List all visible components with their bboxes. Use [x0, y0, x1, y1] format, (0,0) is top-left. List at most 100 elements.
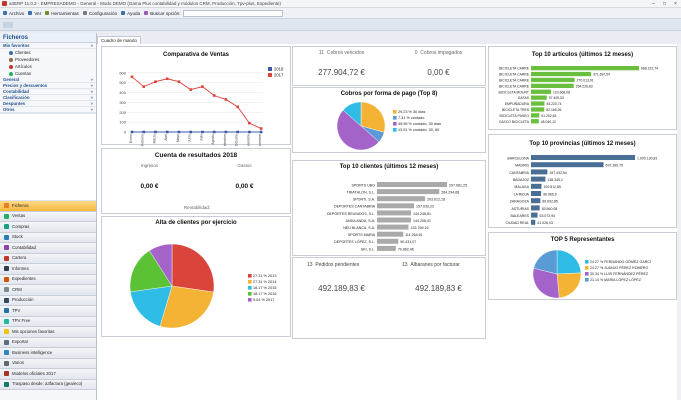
- section-label: Contabilidad: [3, 89, 30, 94]
- expense-value: 0,00 €: [235, 183, 254, 190]
- bar-category-label: ASTURIAS: [511, 207, 529, 211]
- data-point: [189, 130, 192, 134]
- module-button[interactable]: Varios: [0, 358, 96, 369]
- legend-label: 27.31 % 2013: [253, 274, 276, 278]
- sidebar-item-artículos[interactable]: Artículos: [0, 63, 96, 70]
- bar-category-label: DEPORTES LÓPEZ, S.L.: [334, 239, 375, 244]
- bar-value-label: 1.000.130,81: [637, 156, 657, 160]
- x-tick-label: Septiembre: [223, 134, 227, 146]
- menu-label: Archivo: [9, 10, 25, 16]
- legend-label: 18.17 % 2016: [253, 292, 276, 296]
- sidebar-section-otros[interactable]: Otros ˅: [0, 107, 96, 113]
- bar-value-label: 97.405,03: [549, 96, 564, 100]
- bar-category-label: MADRID: [515, 164, 529, 168]
- module-button[interactable]: Contabilidad: [0, 243, 96, 254]
- module-label: Cartera: [12, 255, 27, 261]
- module-icon: [4, 203, 9, 209]
- module-button[interactable]: Modelos oficiales 2017: [0, 369, 96, 380]
- bar-value-label: 83.220,74: [546, 102, 561, 106]
- kpi-value: 277.904,72 €: [318, 68, 365, 77]
- sidebar-section-favorites[interactable]: Mis favoritos ˄: [0, 43, 96, 49]
- panel-title: Alta de clientes por ejercicio: [155, 220, 237, 226]
- module-button[interactable]: Cartera: [0, 253, 96, 264]
- menu-herramientas[interactable]: Herramientas: [45, 11, 79, 16]
- module-label: TPV Free: [12, 318, 31, 324]
- payments-chart: 29.23 % 30 días 7.31 % contado 49.95 % con…: [336, 101, 441, 151]
- sidebar-section-clasificacion[interactable]: Clasificación ˅: [0, 95, 96, 101]
- legend-swatch: [268, 67, 272, 71]
- legend-label: 27.31 % 2014: [253, 280, 276, 284]
- item-icon: [9, 57, 13, 62]
- module-button[interactable]: Ficheros: [0, 201, 96, 212]
- sidebar-item-proveedores[interactable]: Proveedores: [0, 56, 96, 63]
- help-icon: [121, 11, 126, 15]
- bar: [531, 77, 575, 83]
- menu-label: Configuración: [88, 10, 118, 16]
- module-button[interactable]: Mis opciones favoritas: [0, 327, 96, 338]
- sidebar-section-despuntes[interactable]: Despuntes ˅: [0, 101, 96, 107]
- menu-configuracion[interactable]: Configuración: [82, 10, 118, 16]
- bar-value-label: 41.026,03: [537, 221, 553, 225]
- menu-archivo[interactable]: Archivo: [3, 11, 24, 16]
- legend-label: 18.17 % 2015: [253, 286, 276, 290]
- section-label: Otros: [3, 107, 15, 112]
- module-button[interactable]: Traspaso desde: a3factura (gea/eco): [0, 379, 96, 390]
- bar-value-label: 82.165,26: [546, 108, 561, 112]
- sidebar-section-general[interactable]: General ˅: [0, 77, 96, 83]
- kpi-label: 11 Cobros vencidos: [293, 50, 390, 56]
- bar-category-label: ZARAGOZA: [510, 200, 530, 204]
- module-button[interactable]: Producción: [0, 295, 96, 306]
- bar: [377, 210, 411, 216]
- search-icon: [144, 11, 149, 15]
- menu-ver[interactable]: Ver: [28, 11, 41, 16]
- bar-category-label: ANDA ANDA, S.A.: [346, 219, 375, 223]
- bar: [531, 83, 574, 88]
- minimize-button[interactable]: –: [652, 1, 655, 7]
- kpi-value: 0,00 €: [427, 68, 450, 77]
- module-button[interactable]: Compras: [0, 222, 96, 233]
- module-button[interactable]: TPV Free: [0, 316, 96, 327]
- close-button[interactable]: ×: [674, 1, 677, 7]
- legend-swatch: [585, 278, 589, 282]
- vertical-scrollbar[interactable]: [677, 44, 681, 400]
- module-label: Stock: [12, 234, 23, 240]
- module-button[interactable]: TPV: [0, 306, 96, 317]
- module-button[interactable]: Business intelligence: [0, 348, 96, 359]
- menu-ayuda[interactable]: Ayuda: [121, 11, 140, 16]
- module-button[interactable]: CRM: [0, 285, 96, 296]
- sidebar-section-contabilidad[interactable]: Contabilidad ˅: [0, 89, 96, 95]
- data-point: [248, 130, 251, 134]
- panel-title: TOP 5 Representantes: [550, 237, 615, 243]
- panel-title: Top 10 clientes (últimos 12 meses): [339, 164, 439, 170]
- pie-slice: [149, 243, 173, 287]
- bar: [531, 191, 542, 196]
- provinces-panel: Top 10 provincias (últimos 12 meses) BAR…: [488, 134, 677, 228]
- x-tick-label: Junio: [188, 134, 192, 142]
- legend-swatch: [585, 260, 589, 264]
- x-tick-label: Julio: [199, 134, 203, 141]
- title-bar: a3ERP 11.0.2 - EMPRESADEMO - General - M…: [0, 0, 681, 8]
- module-button[interactable]: Expedientes: [0, 274, 96, 285]
- module-button[interactable]: Informes: [0, 264, 96, 275]
- bar-value-label: 297.081,25: [449, 183, 467, 187]
- grip-handle[interactable]: [3, 22, 13, 28]
- sidebar-item-cuentas[interactable]: Cuentas: [0, 70, 96, 77]
- x-tick-label: Diciembre: [258, 134, 262, 146]
- bar-category-label: MALAGA: [514, 185, 529, 189]
- module-button[interactable]: Ventas: [0, 211, 96, 222]
- tab-cuadro-de-mando[interactable]: Cuadro de mando: [97, 36, 142, 44]
- maximize-button[interactable]: □: [662, 1, 667, 7]
- kpi-count: 11: [318, 50, 325, 56]
- sidebar-item-clientes[interactable]: Clientes: [0, 49, 96, 56]
- pie-slice: [556, 272, 582, 299]
- sidebar-section-precios[interactable]: Precios y descuentos ˅: [0, 83, 96, 89]
- module-button[interactable]: Stock: [0, 232, 96, 243]
- panel-title: Top 10 provincias (últimos 12 meses): [529, 141, 636, 147]
- search-input[interactable]: [182, 9, 283, 17]
- bar-value-label: 51.202,63: [541, 114, 556, 118]
- chevron-down-icon: ˅: [90, 77, 93, 82]
- data-point: [177, 80, 181, 84]
- bar: [531, 71, 592, 77]
- module-button[interactable]: Exportar: [0, 337, 96, 348]
